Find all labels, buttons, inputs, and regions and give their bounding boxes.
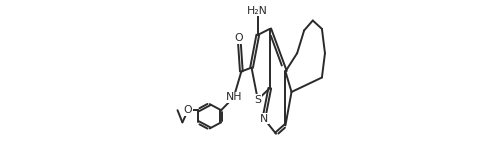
Text: N: N (260, 114, 268, 124)
Text: S: S (255, 95, 261, 105)
Text: NH: NH (225, 92, 242, 102)
Text: H₂N: H₂N (247, 6, 268, 16)
Text: O: O (235, 33, 243, 43)
Text: O: O (184, 105, 193, 115)
